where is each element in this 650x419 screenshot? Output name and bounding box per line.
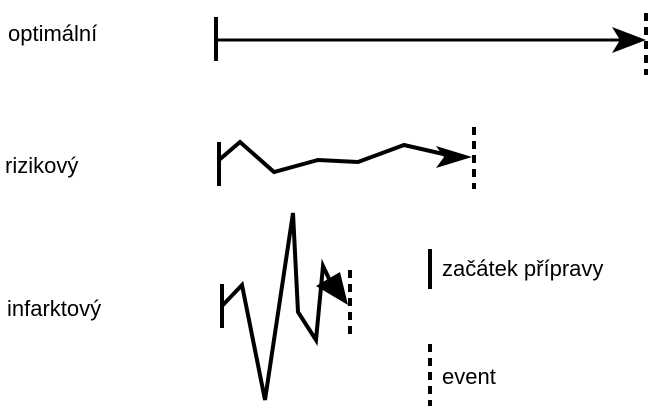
risky-arrowhead	[436, 146, 472, 168]
legend-label-event: event	[442, 364, 496, 389]
row-risky-trajectory	[217, 127, 476, 189]
infarct-trajectory-line	[220, 212, 334, 401]
optimal-arrowhead	[612, 27, 646, 53]
row-infarct-trajectory	[220, 212, 352, 401]
risky-trajectory-line	[217, 139, 453, 175]
row-label-optimal: optimální	[8, 21, 98, 46]
row-label-risky: rizikový	[5, 153, 79, 178]
infarct-arrowhead	[316, 272, 348, 305]
row-optimal-trajectory	[214, 13, 648, 75]
legend-label-start: začátek přípravy	[442, 256, 604, 281]
row-label-infarct: infarktový	[7, 296, 102, 321]
